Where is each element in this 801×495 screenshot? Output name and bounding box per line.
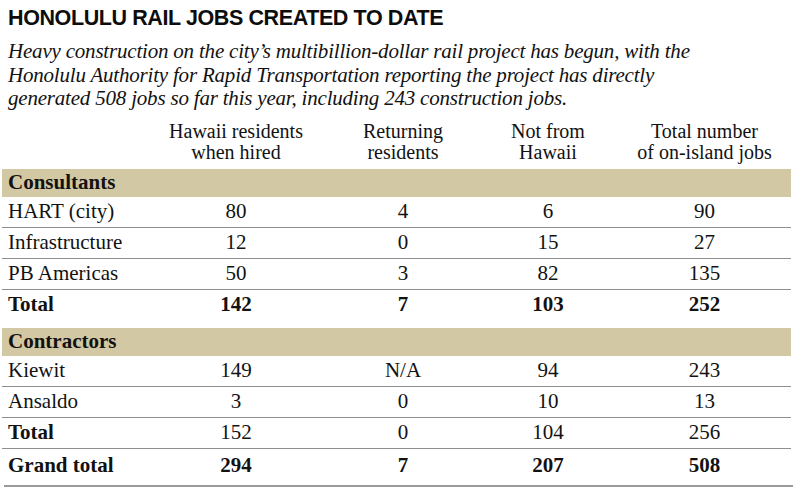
cell-value: 152 xyxy=(144,417,328,448)
infographic-page: HONOLULU RAIL JOBS CREATED TO DATE Heavy… xyxy=(0,0,801,495)
cell-value: 10 xyxy=(478,386,618,417)
cell-value: 135 xyxy=(618,258,791,289)
row-label: Total xyxy=(2,417,144,448)
column-header-empty xyxy=(2,121,144,169)
table-row: Infrastructure 12 0 15 27 xyxy=(2,227,791,258)
footer: Source: HART STAR-ADVERTISER xyxy=(4,485,793,495)
cell-value: 243 xyxy=(618,356,791,387)
table-row: Ansaldo 3 0 10 13 xyxy=(2,386,791,417)
cell-value: 0 xyxy=(328,227,478,258)
cell-value: 252 xyxy=(618,289,791,320)
column-header-not-from-hawaii: Not from Hawaii xyxy=(478,121,618,169)
cell-value: 4 xyxy=(328,197,478,228)
cell-value: 7 xyxy=(328,289,478,320)
cell-value: 12 xyxy=(144,227,328,258)
table-row: Kiewit 149 N/A 94 243 xyxy=(2,356,791,387)
table-row: PB Americas 50 3 82 135 xyxy=(2,258,791,289)
cell-value: 27 xyxy=(618,227,791,258)
table-row: HART (city) 80 4 6 90 xyxy=(2,197,791,228)
cell-value: 149 xyxy=(144,356,328,387)
column-header-returning-residents: Returning residents xyxy=(328,121,478,169)
cell-value: 142 xyxy=(144,289,328,320)
cell-value: 0 xyxy=(328,417,478,448)
row-label: Total xyxy=(2,289,144,320)
cell-value: 13 xyxy=(618,386,791,417)
row-label: Grand total xyxy=(2,448,144,482)
section-total-row-contractors: Total 152 0 104 256 xyxy=(2,417,791,448)
row-label: HART (city) xyxy=(2,197,144,228)
row-label: Kiewit xyxy=(2,356,144,387)
cell-value: N/A xyxy=(328,356,478,387)
cell-value: 80 xyxy=(144,197,328,228)
section-band-label: Consultants xyxy=(2,169,791,197)
cell-value: 82 xyxy=(478,258,618,289)
row-label: Ansaldo xyxy=(2,386,144,417)
row-label: Infrastructure xyxy=(2,227,144,258)
section-band-contractors: Contractors xyxy=(2,328,791,356)
intro-paragraph: Heavy construction on the city’s multibi… xyxy=(8,40,791,111)
section-band-label: Contractors xyxy=(2,328,791,356)
cell-value: 3 xyxy=(144,386,328,417)
cell-value: 50 xyxy=(144,258,328,289)
source-credit: Source: HART xyxy=(4,491,110,495)
cell-value: 90 xyxy=(618,197,791,228)
jobs-table: Hawaii residents when hired Returning re… xyxy=(2,121,791,482)
page-title: HONOLULU RAIL JOBS CREATED TO DATE xyxy=(8,6,791,31)
cell-value: 104 xyxy=(478,417,618,448)
cell-value: 294 xyxy=(144,448,328,482)
cell-value: 94 xyxy=(478,356,618,387)
section-gap xyxy=(2,320,791,328)
cell-value: 207 xyxy=(478,448,618,482)
cell-value: 0 xyxy=(328,386,478,417)
cell-value: 6 xyxy=(478,197,618,228)
cell-value: 7 xyxy=(328,448,478,482)
column-header-total-on-island: Total number of on-island jobs xyxy=(618,121,791,169)
cell-value: 508 xyxy=(618,448,791,482)
section-band-consultants: Consultants xyxy=(2,169,791,197)
row-label: PB Americas xyxy=(2,258,144,289)
section-total-row-consultants: Total 142 7 103 252 xyxy=(2,289,791,320)
cell-value: 103 xyxy=(478,289,618,320)
table-header-row: Hawaii residents when hired Returning re… xyxy=(2,121,791,169)
grand-total-row: Grand total 294 7 207 508 xyxy=(2,448,791,482)
column-header-hawaii-residents: Hawaii residents when hired xyxy=(144,121,328,169)
cell-value: 256 xyxy=(618,417,791,448)
cell-value: 15 xyxy=(478,227,618,258)
cell-value: 3 xyxy=(328,258,478,289)
